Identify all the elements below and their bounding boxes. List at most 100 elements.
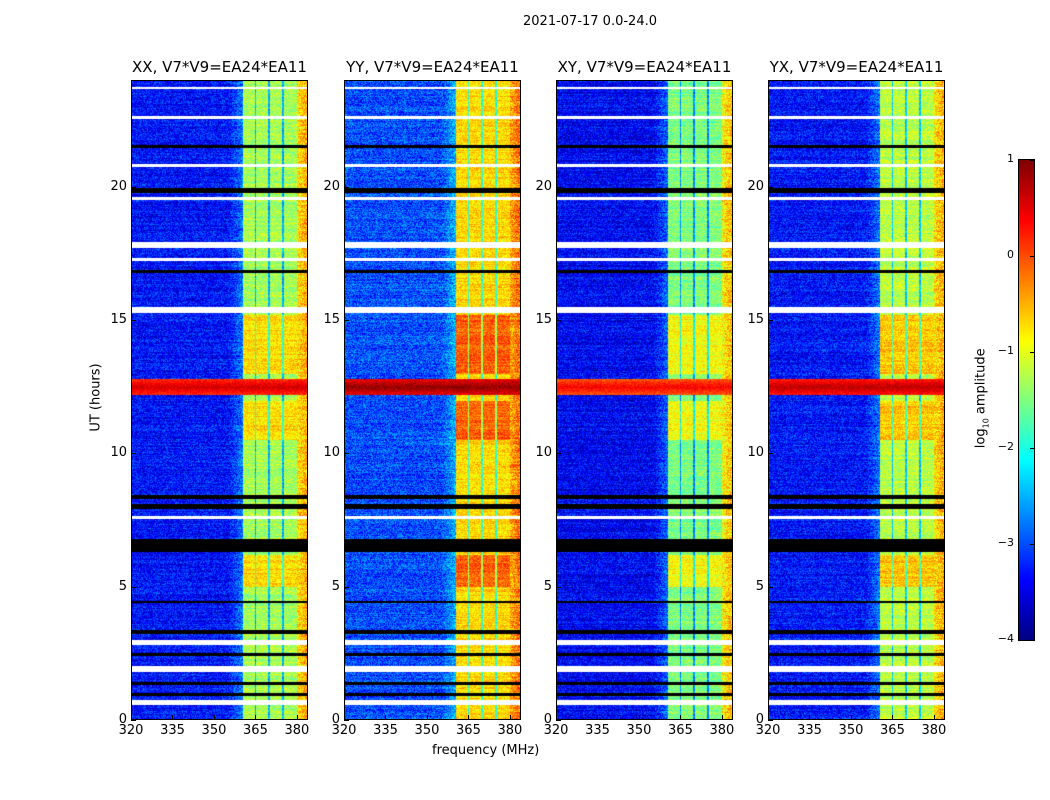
x-tick-mark	[850, 715, 852, 720]
heatmap-panel	[556, 80, 733, 720]
y-tick-label: 20	[747, 178, 764, 194]
y-tick-label: 20	[110, 178, 127, 194]
y-tick-mark	[556, 320, 561, 321]
x-tick-label: 350	[626, 723, 652, 738]
x-tick-mark	[468, 715, 470, 720]
x-tick-mark	[172, 715, 174, 720]
x-tick-mark	[933, 715, 935, 720]
heatmap-panel	[344, 80, 521, 720]
x-tick-label: 320	[755, 723, 781, 738]
y-tick-mark	[131, 186, 136, 188]
colorbar-tick-mark	[1030, 640, 1035, 641]
x-tick-label: 335	[160, 723, 185, 738]
y-tick-mark	[768, 586, 773, 588]
colorbar-tick-label: 1	[1007, 152, 1014, 165]
y-tick-mark	[344, 320, 349, 321]
y-tick-label: 20	[535, 178, 552, 194]
x-tick-label: 335	[373, 723, 398, 738]
y-tick-label: 15	[535, 312, 552, 327]
heatmap-image	[557, 81, 732, 719]
colorbar-label: log10 amplitude	[973, 348, 991, 449]
x-tick-mark	[255, 715, 257, 720]
panel-title: XY, V7*V9=EA24*EA11	[557, 58, 732, 76]
x-tick-label: 380	[284, 723, 310, 738]
x-tick-label: 350	[201, 723, 227, 738]
colorbar-tick-mark	[1030, 448, 1035, 449]
colorbar-tick-mark	[1030, 256, 1035, 257]
colorbar-tick-label: −3	[997, 536, 1014, 549]
x-tick-mark	[680, 715, 682, 720]
x-tick-label: 350	[838, 723, 864, 738]
panel-title: YY, V7*V9=EA24*EA11	[346, 58, 519, 76]
y-tick-label: 10	[747, 445, 764, 461]
heatmap-panel	[131, 80, 308, 720]
colorbar-tick-mark	[1030, 544, 1035, 545]
panel-title: YX, V7*V9=EA24*EA11	[769, 58, 944, 76]
x-tick-label: 380	[497, 723, 523, 738]
x-tick-label: 365	[668, 723, 693, 738]
y-tick-mark	[344, 720, 349, 721]
colorbar-tick-label: −4	[997, 632, 1014, 645]
x-tick-mark	[809, 715, 811, 720]
x-tick-mark	[131, 715, 132, 720]
y-tick-mark	[768, 720, 773, 721]
y-axis-label: UT (hours)	[88, 363, 104, 432]
y-tick-label: 5	[543, 578, 552, 594]
y-tick-label: 10	[535, 445, 552, 461]
colorbar-tick-mark	[1030, 352, 1035, 353]
heatmap-panel	[768, 80, 945, 720]
x-tick-label: 320	[331, 723, 357, 738]
x-tick-mark	[892, 715, 894, 720]
y-tick-mark	[556, 186, 561, 188]
colorbar-tick-label: −2	[997, 440, 1014, 453]
y-tick-label: 0	[543, 712, 552, 727]
y-tick-mark	[344, 586, 349, 588]
y-tick-mark	[768, 320, 773, 321]
y-tick-mark	[344, 186, 349, 188]
y-tick-label: 15	[110, 312, 127, 327]
heatmap-image	[345, 81, 520, 719]
y-tick-label: 15	[747, 312, 764, 327]
x-tick-label: 365	[456, 723, 481, 738]
x-tick-label: 320	[118, 723, 144, 738]
colorbar-gradient	[1019, 160, 1034, 640]
x-tick-mark	[344, 715, 345, 720]
x-tick-label: 380	[709, 723, 735, 738]
y-tick-label: 10	[323, 445, 340, 461]
y-tick-mark	[344, 453, 349, 455]
y-tick-label: 0	[331, 712, 340, 727]
x-tick-label: 380	[921, 723, 947, 738]
x-tick-mark	[597, 715, 599, 720]
x-tick-label: 335	[797, 723, 822, 738]
y-tick-label: 20	[323, 178, 340, 194]
y-tick-label: 5	[755, 578, 764, 594]
x-tick-mark	[556, 715, 557, 720]
colorbar-tick-label: 0	[1007, 248, 1014, 261]
y-tick-mark	[131, 720, 136, 721]
x-tick-label: 335	[585, 723, 610, 738]
y-tick-label: 5	[118, 578, 127, 594]
x-tick-label: 320	[543, 723, 569, 738]
y-tick-mark	[131, 586, 136, 588]
y-tick-label: 15	[323, 312, 340, 327]
y-tick-mark	[556, 586, 561, 588]
x-tick-label: 365	[243, 723, 268, 738]
y-tick-mark	[556, 453, 561, 455]
colorbar-tick-label: −1	[997, 344, 1014, 357]
x-tick-mark	[721, 715, 723, 720]
x-tick-mark	[385, 715, 387, 720]
colorbar	[1018, 159, 1035, 641]
x-tick-label: 365	[880, 723, 905, 738]
y-tick-mark	[131, 320, 136, 321]
x-axis-label: frequency (MHz)	[432, 743, 540, 758]
y-tick-mark	[768, 186, 773, 188]
x-tick-mark	[768, 715, 769, 720]
figure-title: 2021-07-17 0.0-24.0	[523, 14, 657, 29]
x-tick-label: 350	[414, 723, 440, 738]
y-tick-label: 0	[118, 712, 127, 727]
heatmap-image	[769, 81, 944, 719]
x-tick-mark	[638, 715, 640, 720]
y-tick-mark	[131, 453, 136, 455]
x-tick-mark	[213, 715, 215, 720]
colorbar-tick-mark	[1030, 160, 1035, 161]
